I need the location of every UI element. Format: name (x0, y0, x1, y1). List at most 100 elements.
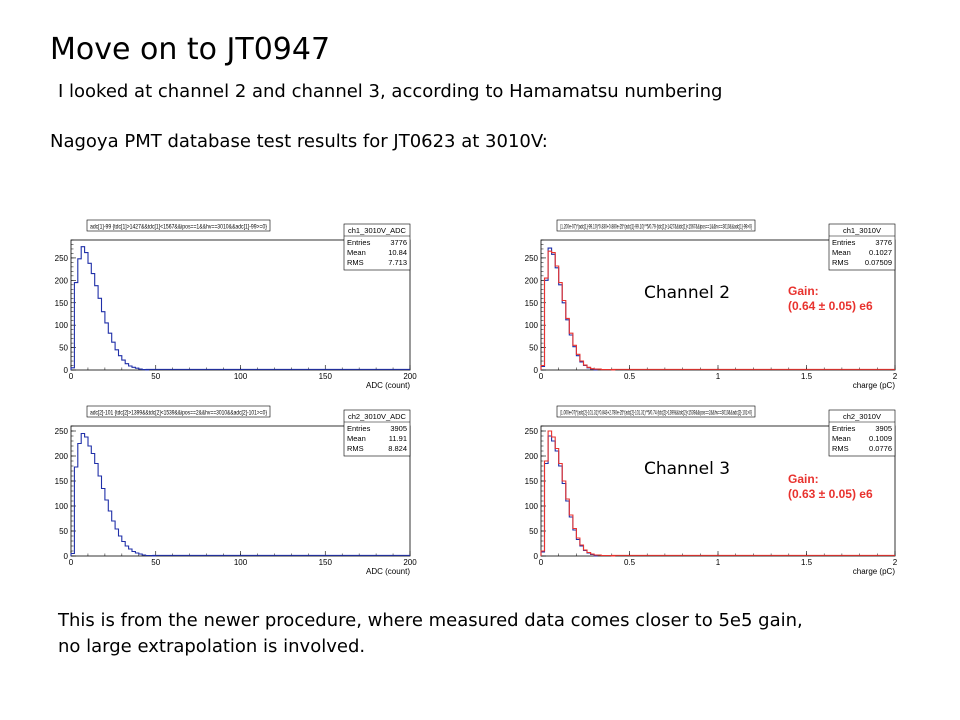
histogram-title-box: (1.000e-07)*(adc[2]-101.31)*0.843+2.780e… (556, 405, 756, 418)
stats-box: ch2_3010V Entries 3905 Mean 0.1009 RMS 0.0776 (828, 409, 896, 457)
y-tick-label: 100 (55, 321, 69, 330)
x-axis-label: ADC (count) (366, 381, 410, 390)
stats-title: ch2_3010V_ADC (348, 412, 407, 421)
y-tick-label: 150 (55, 299, 69, 308)
x-tick-label: 2 (893, 558, 898, 567)
stats-box: ch2_3010V_ADC Entries 3905 Mean 11.91 RMS 8.82… (343, 409, 411, 457)
y-tick-label: 250 (55, 254, 69, 263)
y-tick-label: 50 (529, 527, 538, 536)
histogram-charge-ch1: (1.200e-07)*(adc[1]-99.10)*0.830+0.880e-… (525, 219, 898, 390)
gain-label: Gain: (788, 472, 819, 486)
stats-value: 11.91 (389, 434, 407, 443)
x-axis-label: charge (pC) (853, 381, 896, 390)
x-tick-label: 150 (319, 372, 333, 381)
x-tick-label: 1.5 (801, 372, 813, 381)
x-axis-label: charge (pC) (853, 567, 896, 576)
y-tick-label: 150 (525, 299, 539, 308)
y-tick-label: 0 (534, 366, 539, 375)
stats-label: RMS (832, 444, 849, 453)
y-tick-label: 100 (525, 502, 539, 511)
y-tick-label: 200 (55, 276, 69, 285)
x-tick-label: 100 (234, 372, 248, 381)
gain-annotation-ch2: Gain: (0.64 ± 0.05) e6 (788, 284, 873, 314)
stats-value: 10.84 (388, 248, 407, 257)
x-tick-label: 200 (403, 558, 417, 567)
stats-box: ch1_3010V Entries 3776 Mean 0.1027 RMS 0.07509 (828, 223, 896, 271)
stats-label: Entries (832, 424, 856, 433)
stats-value: 3905 (390, 424, 407, 433)
stats-value: 0.0776 (869, 444, 892, 453)
note-line-1: This is from the newer procedure, where … (58, 610, 803, 631)
y-tick-label: 50 (59, 527, 68, 536)
histogram-adc-ch2: adc[2]-101 {tdc[2]>1399&&tdc[2]<1539&&ip… (55, 405, 417, 576)
histogram-title: adc[2]-101 {tdc[2]>1399&&tdc[2]<1539&&ip… (90, 410, 267, 417)
x-tick-label: 0 (539, 558, 544, 567)
x-tick-label: 0 (539, 372, 544, 381)
stats-box: ch1_3010V_ADC Entries 3776 Mean 10.84 RMS 7.71… (343, 223, 411, 271)
histogram-charge-ch2: (1.000e-07)*(adc[2]-101.31)*0.843+2.780e… (525, 405, 898, 576)
stats-value: 3776 (390, 238, 407, 247)
histogram-title: (1.200e-07)*(adc[1]-99.10)*0.830+0.880e-… (560, 224, 752, 231)
x-tick-label: 0 (69, 372, 74, 381)
y-tick-label: 0 (64, 366, 69, 375)
stats-label: Entries (347, 424, 371, 433)
stats-label: Mean (832, 434, 851, 443)
histogram-title-box: adc[2]-101 {tdc[2]>1399&&tdc[2]<1539&&ip… (86, 405, 271, 418)
database-line: Nagoya PMT database test results for JT0… (50, 131, 548, 152)
note-line-2: no large extrapolation is involved. (58, 636, 366, 657)
stats-label: RMS (347, 444, 364, 453)
procedure-note: This is from the newer procedure, where … (58, 608, 918, 660)
stats-title: ch1_3010V (843, 226, 881, 235)
histogram-title-box: (1.200e-07)*(adc[1]-99.10)*0.830+0.880e-… (556, 219, 756, 232)
stats-label: RMS (347, 258, 364, 267)
x-tick-label: 50 (151, 372, 160, 381)
y-tick-label: 200 (55, 452, 69, 461)
y-tick-label: 100 (525, 321, 539, 330)
y-tick-label: 250 (525, 427, 539, 436)
x-tick-label: 100 (234, 558, 248, 567)
histogram-title-box: adc[1]-99 {tdc[1]>1427&&tdc[1]<1567&&ipo… (86, 219, 271, 232)
stats-label: Mean (347, 434, 366, 443)
x-tick-label: 50 (151, 558, 160, 567)
y-tick-label: 250 (525, 254, 539, 263)
y-tick-label: 200 (525, 276, 539, 285)
stats-label: Entries (347, 238, 371, 247)
y-tick-label: 50 (529, 344, 538, 353)
x-tick-label: 1 (716, 558, 721, 567)
stats-value: 0.07509 (865, 258, 892, 267)
channel3-label: Channel 3 (644, 459, 731, 479)
stats-label: Entries (832, 238, 856, 247)
x-tick-label: 1 (716, 372, 721, 381)
histogram-title: (1.000e-07)*(adc[2]-101.31)*0.843+2.780e… (560, 410, 752, 417)
y-tick-label: 0 (64, 552, 69, 561)
x-tick-label: 0 (69, 558, 74, 567)
stats-label: Mean (832, 248, 851, 257)
x-tick-label: 1.5 (801, 558, 813, 567)
y-tick-label: 150 (525, 477, 539, 486)
histogram-adc-ch1: adc[1]-99 {tdc[1]>1427&&tdc[1]<1567&&ipo… (55, 219, 417, 390)
x-tick-label: 0.5 (624, 558, 636, 567)
series-line-2 (540, 430, 616, 557)
gain-value: (0.64 ± 0.05) e6 (788, 299, 873, 313)
x-tick-label: 2 (893, 372, 898, 381)
y-tick-label: 250 (55, 427, 69, 436)
gain-label: Gain: (788, 284, 819, 298)
y-tick-label: 200 (525, 452, 539, 461)
stats-value: 3905 (875, 424, 892, 433)
stats-label: Mean (347, 248, 366, 257)
channel2-label: Channel 2 (644, 283, 731, 303)
y-tick-label: 50 (59, 344, 68, 353)
series-line-1 (70, 432, 156, 557)
slide-title: Move on to JT0947 (50, 32, 331, 67)
stats-title: ch1_3010V_ADC (348, 226, 407, 235)
y-tick-label: 100 (55, 502, 69, 511)
x-axis-label: ADC (count) (366, 567, 410, 576)
histogram-title: adc[1]-99 {tdc[1]>1427&&tdc[1]<1567&&ipo… (90, 224, 267, 231)
stats-value: 0.1009 (869, 434, 892, 443)
stats-label: RMS (832, 258, 849, 267)
series-line-1 (70, 246, 149, 371)
series-line-2 (540, 250, 616, 371)
stats-title: ch2_3010V (843, 412, 881, 421)
gain-annotation-ch3: Gain: (0.63 ± 0.05) e6 (788, 472, 873, 502)
stats-value: 8.824 (388, 444, 407, 453)
